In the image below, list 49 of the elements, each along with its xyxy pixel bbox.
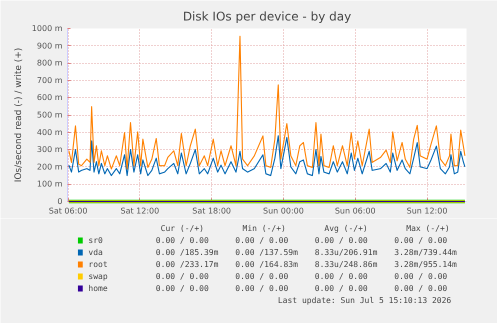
chart-title: Disk IOs per device - by day (182, 10, 352, 24)
y-tick-label: 900 m (36, 41, 63, 50)
text: Max (-/+) (406, 224, 450, 233)
text: Min (-/+) (242, 224, 286, 233)
text: 3.28m/739.44m (394, 248, 458, 257)
text: 0.00 /137.59m (235, 248, 298, 257)
text: 0.00 / 0.00 (394, 272, 448, 281)
y-tick-label: 0 (57, 197, 63, 206)
x-tick-label: Sun 12:00 (406, 206, 448, 216)
text: 0.00 / 0.00 (314, 236, 368, 245)
y-tick-label: 200 m (36, 162, 63, 172)
legend-label: vda (88, 248, 104, 257)
y-tick-label: 600 m (36, 93, 63, 102)
text: 0.00 / 0.00 (235, 236, 288, 245)
text: 0.00 / 0.00 (156, 284, 209, 293)
text: 8.33u/206.91m (314, 248, 378, 257)
text: 0.00 / 0.00 (394, 284, 448, 293)
y-tick-label: 800 m (36, 58, 63, 68)
text: 0.00 / 0.00 (394, 236, 448, 245)
x-tick-label: Sat 06:00 (48, 206, 88, 216)
legend-label: root (88, 260, 108, 269)
text: 0.00 /164.83m (235, 260, 298, 269)
text: Last update: Sun Jul 5 15:10:13 2026 (278, 296, 452, 305)
text: 0.00 / 0.00 (156, 236, 209, 245)
legend-label: swap (88, 272, 108, 281)
text: 3.28m/955.14m (394, 260, 458, 269)
text: 0.00 / 0.00 (156, 272, 209, 281)
y-tick-label: 300 m (36, 145, 63, 154)
text: Cur (-/+) (160, 224, 204, 233)
text: 0.00 /185.39m (156, 248, 219, 257)
x-tick-label: Sun 06:00 (334, 206, 376, 216)
y-tick-label: 100 m (36, 180, 63, 189)
text: 0.00 / 0.00 (235, 284, 288, 293)
y-axis-title: IOs/second read (-) / write (+) (14, 48, 24, 182)
y-tick-label: 500 m (36, 110, 63, 120)
text: 0.00 / 0.00 (314, 284, 368, 293)
text: Avg (-/+) (324, 224, 368, 233)
text: 0.00 / 0.00 (235, 272, 288, 281)
text: 0.00 /233.17m (156, 260, 219, 269)
legend-label: home (88, 284, 108, 293)
text: 8.33u/248.86m (314, 260, 378, 269)
legend-label: sr0 (88, 236, 104, 245)
x-tick-label: Sun 00:00 (263, 206, 304, 216)
y-tick-label: 1000 m (32, 24, 63, 33)
x-tick-label: Sat 18:00 (192, 206, 232, 216)
y-tick-label: 700 m (36, 76, 63, 85)
x-tick-label: Sat 12:00 (120, 206, 160, 216)
y-tick-label: 400 m (36, 128, 63, 137)
text: 0.00 / 0.00 (314, 272, 368, 281)
